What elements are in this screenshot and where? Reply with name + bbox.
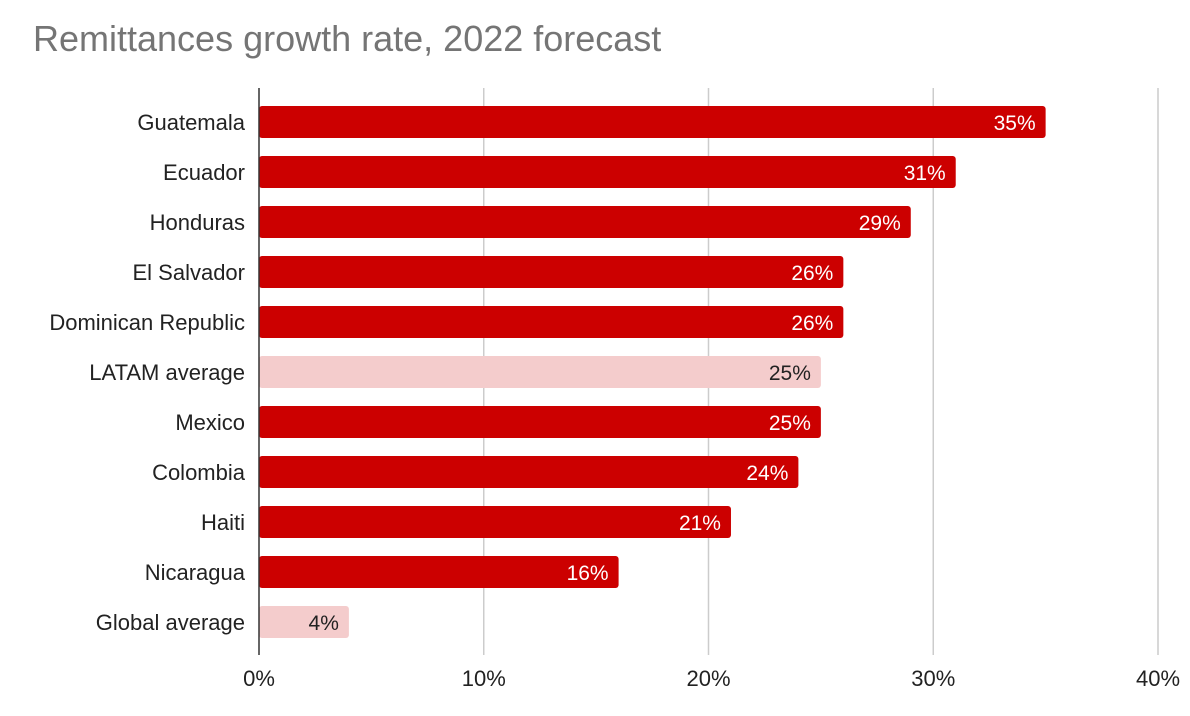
category-label: Honduras [150, 210, 245, 235]
bar-value-label: 16% [567, 562, 609, 585]
x-tick-label: 0% [243, 666, 275, 691]
category-label: El Salvador [132, 260, 245, 285]
chart-title: Remittances growth rate, 2022 forecast [33, 18, 662, 59]
bar-value-label: 25% [769, 362, 811, 385]
bar [259, 106, 1046, 138]
bar-value-label: 35% [994, 112, 1036, 135]
bar-value-label: 21% [679, 512, 721, 535]
bar [259, 306, 844, 338]
bar-value-label: 26% [791, 312, 833, 335]
category-label: Guatemala [137, 110, 245, 135]
bar-value-label: 29% [859, 212, 901, 235]
category-label: Ecuador [163, 160, 245, 185]
x-tick-label: 40% [1136, 666, 1180, 691]
bar [259, 356, 821, 388]
bar-value-label: 26% [791, 262, 833, 285]
bar-value-label: 31% [904, 162, 946, 185]
bar [259, 456, 799, 488]
bars: 35% 31% 29% 26% 26% 25% 25% 24% 21% 16% 4% [259, 106, 1046, 638]
category-label: Mexico [175, 410, 245, 435]
category-label: Haiti [201, 510, 245, 535]
category-label: Colombia [152, 460, 246, 485]
x-tick-label: 20% [686, 666, 730, 691]
x-axis-ticks: 0% 10% 20% 30% 40% [243, 666, 1180, 691]
bar [259, 406, 821, 438]
x-tick-label: 10% [462, 666, 506, 691]
bar-value-label: 25% [769, 412, 811, 435]
bar-value-label: 4% [309, 612, 339, 635]
category-labels: Guatemala Ecuador Honduras El Salvador Domin… [49, 110, 245, 635]
bar [259, 606, 349, 638]
bar [259, 256, 844, 288]
bar-value-label: 24% [746, 462, 788, 485]
category-label: Nicaragua [145, 560, 246, 585]
category-label: Global average [96, 610, 245, 635]
category-label: Dominican Republic [49, 310, 245, 335]
bar [259, 156, 956, 188]
bar [259, 206, 911, 238]
bar [259, 506, 731, 538]
x-tick-label: 30% [911, 666, 955, 691]
category-label: LATAM average [89, 360, 245, 385]
bar [259, 556, 619, 588]
